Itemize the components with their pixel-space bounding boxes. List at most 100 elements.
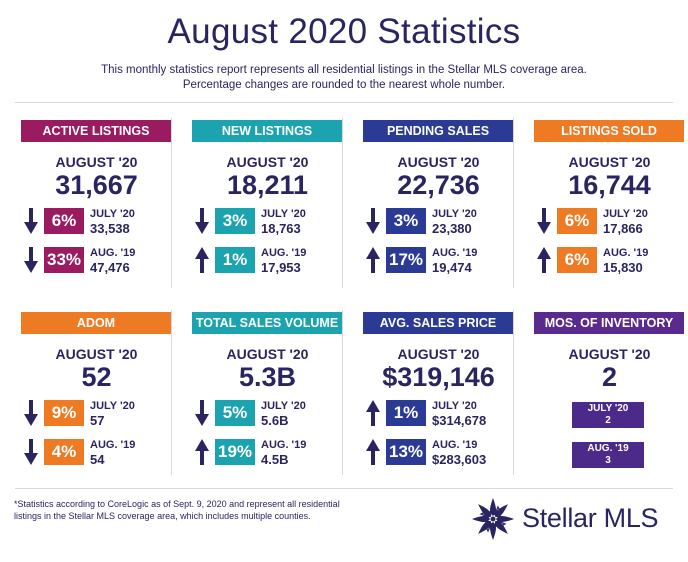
comparison-row-july: 9% JULY '20 57 xyxy=(14,400,179,430)
card-header: MOS. OF INVENTORY xyxy=(534,312,684,334)
logo-text: Stellar MLS xyxy=(522,503,659,533)
arrow-down-icon xyxy=(195,208,209,234)
mos-july-value: 2 xyxy=(605,415,611,426)
stat-card-new: NEW LISTINGS AUGUST '20 18,211 3% JULY '20 18… xyxy=(185,118,350,288)
comparison-label: AUG. '19 xyxy=(432,439,478,451)
card-period: AUGUST '20 xyxy=(397,154,480,170)
card-header: TOTAL SALES VOLUME xyxy=(192,312,342,334)
bottom-divider xyxy=(15,488,673,489)
comparison-row-aug19: 19% AUG. '19 4.5B xyxy=(185,439,350,469)
card-header: NEW LISTINGS xyxy=(192,120,342,142)
comparison-label: AUG. '19 xyxy=(90,439,136,451)
arrow-down-icon xyxy=(24,439,38,465)
comparison-row-july: 5% JULY '20 5.6B xyxy=(185,400,350,430)
comparison-label: JULY '20 xyxy=(261,208,306,220)
card-period: AUGUST '20 xyxy=(226,154,309,170)
card-period: AUGUST '20 xyxy=(568,346,651,362)
card-period: AUGUST '20 xyxy=(397,346,480,362)
comparison-value: 57 xyxy=(90,413,105,428)
comparison-value: 19,474 xyxy=(432,260,472,275)
stat-card-active: ACTIVE LISTINGS AUGUST '20 31,667 6% JULY '2… xyxy=(14,118,179,288)
comparison-row-aug19: 17% AUG. '19 19,474 xyxy=(356,247,521,277)
card-header: LISTINGS SOLD xyxy=(534,120,684,142)
comparison-row-aug19: 33% AUG. '19 47,476 xyxy=(14,247,179,277)
arrow-down-icon xyxy=(24,208,38,234)
card-value: 5.3B xyxy=(238,362,297,392)
mos-aug19-value: 3 xyxy=(605,455,611,466)
comparison-label: AUG. '19 xyxy=(261,247,307,259)
comparison-value: 33,538 xyxy=(90,221,130,236)
stellar-mls-logo: Stellar MLS xyxy=(470,496,670,542)
percent-badge: 1% xyxy=(386,400,426,426)
comparison-label: JULY '20 xyxy=(90,400,135,412)
column-divider xyxy=(342,118,343,288)
percent-badge: 9% xyxy=(44,400,84,426)
card-value: 16,744 xyxy=(568,170,651,200)
card-period: AUGUST '20 xyxy=(55,154,138,170)
arrow-up-icon xyxy=(195,247,209,273)
card-period: AUGUST '20 xyxy=(55,346,138,362)
comparison-value: 18,763 xyxy=(261,221,301,236)
stat-card-mos: MOS. OF INVENTORY AUGUST '20 2 JULY '20 2 AUG… xyxy=(527,310,688,480)
comparison-label: AUG. '19 xyxy=(90,247,136,259)
comparison-label: AUG. '19 xyxy=(603,247,649,259)
arrow-down-icon xyxy=(24,400,38,426)
comparison-row-july: 3% JULY '20 23,380 xyxy=(356,208,521,238)
percent-badge: 6% xyxy=(557,208,597,234)
card-value: $319,146 xyxy=(382,362,495,392)
comparison-value: 4.5B xyxy=(261,452,289,467)
card-value: 22,736 xyxy=(397,170,480,200)
comparison-row-aug19: 6% AUG. '19 15,830 xyxy=(527,247,688,277)
comparison-row-aug19: 1% AUG. '19 17,953 xyxy=(185,247,350,277)
card-header: ADOM xyxy=(21,312,171,334)
stat-card-pending: PENDING SALES AUGUST '20 22,736 3% JULY '20 2… xyxy=(356,118,521,288)
percent-badge: 1% xyxy=(215,247,255,273)
card-header: ACTIVE LISTINGS xyxy=(21,120,171,142)
percent-badge: 19% xyxy=(215,439,255,465)
comparison-value: 47,476 xyxy=(90,260,130,275)
arrow-up-icon xyxy=(366,400,380,426)
percent-badge: 6% xyxy=(44,208,84,234)
card-period: AUGUST '20 xyxy=(568,154,651,170)
percent-badge: 13% xyxy=(386,439,426,465)
comparison-value: 17,953 xyxy=(261,260,301,275)
mos-aug19-label: AUG. '19 xyxy=(587,443,629,454)
comparison-label: JULY '20 xyxy=(90,208,135,220)
comparison-label: AUG. '19 xyxy=(432,247,478,259)
column-divider xyxy=(171,310,172,475)
comparison-value: 54 xyxy=(90,452,105,467)
stat-card-adom: ADOM AUGUST '20 52 9% JULY '20 57 4% AUG. '19 54 xyxy=(14,310,179,480)
comparison-value: 15,830 xyxy=(603,260,643,275)
comparison-label: JULY '20 xyxy=(432,208,477,220)
footnote: *Statistics according to CoreLogic as of… xyxy=(14,498,404,522)
comparison-row-aug19: 13% AUG. '19 $283,603 xyxy=(356,439,521,469)
column-divider xyxy=(342,310,343,475)
arrow-up-icon xyxy=(366,439,380,465)
star-burst-icon xyxy=(472,498,514,540)
card-value: 2 xyxy=(601,362,618,392)
card-header: AVG. SALES PRICE xyxy=(363,312,513,334)
percent-badge: 6% xyxy=(557,247,597,273)
comparison-label: AUG. '19 xyxy=(261,439,307,451)
percent-badge: 4% xyxy=(44,439,84,465)
comparison-label: JULY '20 xyxy=(261,400,306,412)
comparison-label: JULY '20 xyxy=(603,208,648,220)
percent-badge: 17% xyxy=(386,247,426,273)
footnote-line-2: listings in the Stellar MLS coverage are… xyxy=(14,511,311,521)
mos-july-box: JULY '20 2 xyxy=(572,402,644,428)
comparison-row-july: 6% JULY '20 17,866 xyxy=(527,208,688,238)
arrow-up-icon xyxy=(537,247,551,273)
comparison-row-july: 3% JULY '20 18,763 xyxy=(185,208,350,238)
comparison-value: 23,380 xyxy=(432,221,472,236)
top-divider xyxy=(15,102,673,103)
percent-badge: 5% xyxy=(215,400,255,426)
subtitle-line-1: This monthly statistics report represent… xyxy=(101,64,587,76)
column-divider xyxy=(513,310,514,475)
comparison-value: $314,678 xyxy=(432,413,487,428)
footnote-line-1: *Statistics according to CoreLogic as of… xyxy=(14,499,340,509)
arrow-up-icon xyxy=(195,439,209,465)
page-title: August 2020 Statistics xyxy=(167,12,521,51)
comparison-value: 5.6B xyxy=(261,413,289,428)
arrow-up-icon xyxy=(366,247,380,273)
card-value: 18,211 xyxy=(226,170,309,200)
